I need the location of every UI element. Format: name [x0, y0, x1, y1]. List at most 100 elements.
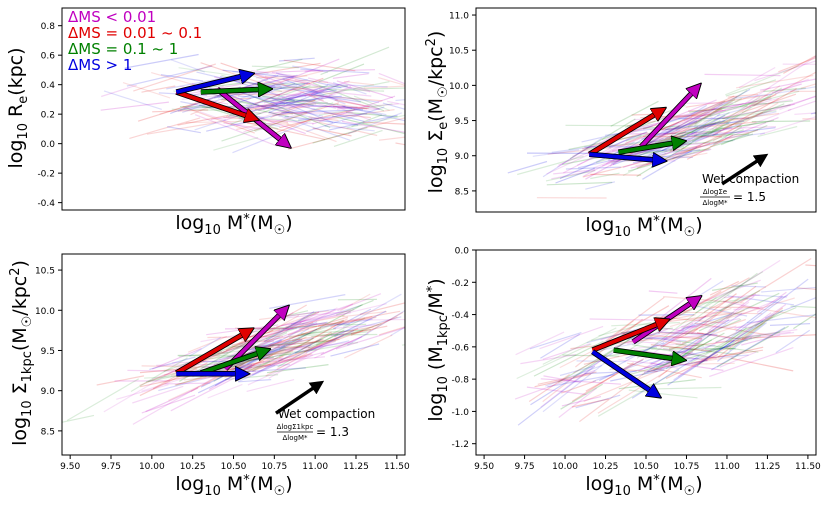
- x-tick-label: 11.50: [384, 462, 410, 472]
- x-tick-label: 9.75: [515, 462, 535, 472]
- background-track: [758, 127, 798, 137]
- y-tick-label: -0.4: [37, 199, 55, 209]
- background-track: [530, 333, 582, 349]
- background-track: [271, 106, 345, 107]
- xlabel-sigma-1kpc: log10 M*(M☉): [175, 473, 292, 499]
- y-tick-label: 8.5: [41, 427, 55, 437]
- background-tracks: [101, 47, 467, 153]
- background-track: [379, 321, 425, 335]
- y-tick-label: -0.4: [451, 311, 469, 321]
- x-tick-label: 9.50: [60, 462, 80, 472]
- y-tick-label: 9.0: [41, 387, 56, 397]
- xlabel-m1kpc-ratio: log10 M*(M☉): [585, 473, 702, 499]
- xlabel-re: log10 M*(M☉): [175, 212, 292, 238]
- background-track: [770, 324, 810, 326]
- background-track: [805, 265, 831, 267]
- background-track: [760, 113, 829, 135]
- ylabel-m1kpc-ratio: log10 (M1kpc/M*): [425, 278, 451, 421]
- background-track: [59, 415, 95, 423]
- x-tick-label: 10.00: [552, 462, 578, 472]
- y-tick-label: 10.0: [35, 307, 55, 317]
- y-tick-label: 8.5: [455, 187, 469, 197]
- x-tick-label: 10.25: [180, 462, 206, 472]
- y-tick-label: -1.0: [451, 408, 469, 418]
- background-track: [783, 64, 831, 65]
- y-tick-label: 0.6: [41, 52, 56, 62]
- annotation-sigma-e: Wet compaction ΔlogΣe ΔlogM* = 1.5: [700, 172, 799, 207]
- y-tick-label: 10.5: [449, 47, 469, 57]
- background-track: [783, 49, 828, 74]
- background-track: [101, 85, 137, 96]
- x-tick-label: 9.50: [474, 462, 494, 472]
- x-tick-label: 9.75: [101, 462, 121, 472]
- background-track: [269, 295, 345, 309]
- x-tick-label: 11.00: [714, 462, 740, 472]
- ylabel-sigma-1kpc: log10 Σ1kpc(M☉/kpc2): [8, 260, 35, 446]
- y-tick-label: 0.8: [41, 22, 56, 32]
- y-tick-label: 9.5: [455, 117, 469, 127]
- background-track: [747, 314, 824, 323]
- annotation-numerator: ΔlogΣ1kpc: [277, 423, 314, 431]
- background-track: [334, 131, 383, 147]
- y-tick-label: 9.0: [455, 152, 470, 162]
- panel-m1kpc-ratio: log10 (M1kpc/M*) log10 M*(M☉) -1.2 -1.0 -0…: [425, 247, 831, 500]
- y-tick-label: 0.2: [41, 111, 55, 121]
- background-track: [543, 362, 606, 412]
- y-tick-label: -0.2: [451, 279, 469, 289]
- annotation-numerator: ΔlogΣe: [703, 188, 727, 196]
- background-track: [658, 333, 704, 334]
- y-tick-label: -0.8: [451, 376, 469, 386]
- x-tick-label: 10.50: [633, 462, 659, 472]
- y-tick-label: 0.0: [455, 247, 470, 257]
- background-track: [725, 66, 799, 95]
- background-track: [225, 328, 293, 329]
- y-tick-label: 10.5: [35, 267, 55, 277]
- annotation-title: Wet compaction: [702, 172, 799, 186]
- x-tick-label: 10.25: [593, 462, 619, 472]
- y-tick-label: 0.4: [41, 81, 56, 91]
- background-track: [440, 303, 498, 309]
- background-track: [649, 291, 678, 293]
- background-track: [540, 326, 604, 348]
- y-tick-label: 9.5: [41, 347, 55, 357]
- background-track: [298, 335, 378, 336]
- background-track: [815, 104, 831, 113]
- x-tick-label: 11.50: [795, 462, 821, 472]
- y-tick-label: 11.0: [449, 12, 469, 22]
- x-tick-label: 10.75: [674, 462, 700, 472]
- background-track: [590, 319, 669, 320]
- x-tick-label: 10.50: [221, 462, 247, 472]
- y-tick-label: -0.6: [451, 343, 469, 353]
- background-track: [247, 380, 295, 392]
- x-tick-label: 10.00: [139, 462, 165, 472]
- background-track: [731, 358, 793, 371]
- background-track: [705, 74, 781, 75]
- ylabel-re: log10 Re(kpc): [5, 47, 31, 168]
- background-track: [67, 379, 139, 421]
- x-tick-label: 10.75: [261, 462, 287, 472]
- annotation-denominator: ΔlogM*: [703, 199, 728, 207]
- annotation-title: Wet compaction: [278, 407, 375, 421]
- background-track: [516, 332, 565, 355]
- panel-sigma-e: log10 Σe(M☉/kpc2) log10 M*(M☉) 8.59.09.5…: [424, 8, 831, 240]
- y-tick-label: 10.0: [449, 82, 469, 92]
- legend-entry: ΔMS > 1: [68, 56, 132, 74]
- y-tick-label: -0.2: [37, 170, 55, 180]
- background-track: [379, 136, 413, 140]
- y-tick-label: -1.2: [451, 440, 469, 450]
- background-tracks: [515, 259, 831, 426]
- annotation-value: = 1.5: [733, 190, 766, 204]
- annotation-sigma-1kpc: Wet compaction ΔlogΣ1kpc ΔlogM* = 1.3: [277, 407, 376, 442]
- annotation-denominator: ΔlogM*: [283, 434, 308, 442]
- y-tick-label: 0.0: [41, 140, 56, 150]
- background-track: [123, 83, 170, 98]
- xlabel-sigma-e: log10 M*(M☉): [585, 214, 702, 240]
- x-tick-label: 11.25: [343, 462, 369, 472]
- background-track: [402, 341, 434, 345]
- annotation-value: = 1.3: [316, 425, 349, 439]
- background-track: [590, 174, 641, 175]
- background-track: [337, 294, 381, 311]
- x-tick-label: 11.00: [302, 462, 328, 472]
